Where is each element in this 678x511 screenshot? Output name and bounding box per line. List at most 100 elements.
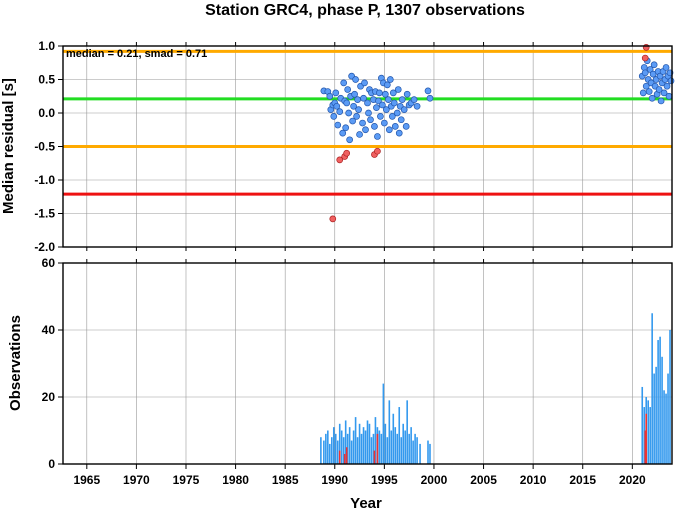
observation-bar — [362, 427, 365, 464]
residual-point — [336, 108, 344, 116]
observation-bar — [327, 430, 329, 464]
residual-point — [359, 119, 366, 127]
observation-bar — [419, 443, 421, 464]
residual-point — [388, 112, 396, 120]
residual-point — [381, 119, 388, 127]
residual-point — [371, 123, 378, 130]
residual-point — [640, 64, 648, 71]
residual-point — [385, 126, 393, 134]
y-tick-label: -0.5 — [34, 140, 55, 154]
observation-bar — [360, 433, 363, 464]
residual-point — [364, 99, 371, 107]
observation-bar — [329, 443, 331, 464]
residual-point — [383, 81, 391, 89]
outlier-point — [642, 43, 650, 51]
residual-point — [367, 116, 374, 124]
residual-point — [350, 102, 357, 110]
observation-bar — [348, 427, 351, 464]
observation-bar — [669, 330, 671, 464]
observation-bar — [657, 340, 659, 464]
residual-point — [342, 124, 350, 132]
residual-reference-lines — [63, 49, 672, 196]
observation-bar — [344, 420, 347, 464]
residual-point — [639, 89, 647, 97]
observation-bar — [386, 437, 389, 464]
observation-bar — [394, 427, 397, 464]
residual-point — [379, 101, 386, 109]
residual-point — [352, 76, 359, 83]
residual-point — [390, 99, 398, 107]
residual-point — [353, 112, 360, 120]
residual-point — [410, 96, 418, 103]
residual-point — [662, 64, 670, 71]
observation-bar — [364, 430, 367, 464]
residual-point — [389, 89, 397, 97]
observation-bar — [350, 440, 353, 464]
observation-bar — [323, 440, 325, 464]
residual-point — [657, 97, 665, 105]
outlier-bar — [338, 450, 341, 464]
residual-y-axis-label: Median residual [s] — [0, 78, 17, 214]
residual-point — [365, 109, 372, 117]
observation-bar — [356, 437, 359, 464]
x-tick-label: 1970 — [123, 473, 150, 487]
observation-bar — [416, 437, 418, 464]
y-tick-label: -1.0 — [34, 173, 55, 187]
observation-bar — [388, 400, 391, 464]
x-tick-label: 2005 — [470, 473, 497, 487]
residual-point — [361, 79, 368, 87]
residual-point — [424, 87, 432, 95]
x-tick-label: 2010 — [520, 473, 547, 487]
y-tick-label: 20 — [42, 390, 56, 404]
residual-point — [362, 126, 369, 134]
observation-bar — [380, 433, 383, 464]
residual-point — [339, 129, 347, 137]
x-tick-label: 1965 — [73, 473, 100, 487]
outlier-point — [336, 156, 344, 164]
residual-point — [374, 133, 381, 140]
residual-point — [665, 92, 673, 100]
observation-bar — [368, 423, 371, 464]
observations-x-ticks: 1965 1970 1975 1980 1985 1990 1995 2000 2005 2010… — [73, 464, 646, 487]
observation-bar — [404, 430, 406, 464]
residual-point — [655, 86, 663, 93]
observation-bar — [358, 423, 361, 464]
observation-bar — [427, 440, 429, 464]
residual-point — [650, 61, 658, 69]
observation-bar — [334, 433, 337, 464]
observation-bar — [643, 407, 646, 464]
residual-point — [386, 76, 394, 83]
y-tick-label: -1.5 — [34, 207, 55, 221]
residual-point — [646, 66, 654, 73]
observation-bar — [370, 437, 373, 464]
residual-points — [320, 43, 675, 223]
observation-bar — [659, 336, 661, 464]
outlier-point — [343, 149, 351, 157]
chart-title: Station GRC4, phase P, 1307 observations — [205, 2, 525, 19]
outlier-point — [329, 215, 337, 223]
observation-bar — [649, 407, 651, 464]
x-tick-label: 1990 — [321, 473, 348, 487]
residual-point — [382, 90, 389, 98]
y-tick-label: 0.5 — [38, 73, 55, 87]
residual-point — [332, 89, 340, 97]
outlier-bar — [345, 447, 348, 464]
residual-point — [344, 86, 352, 93]
residual-point — [391, 123, 399, 130]
observation-bar — [332, 427, 335, 464]
observation-bar — [402, 423, 405, 464]
y-tick-label: -2.0 — [34, 240, 55, 254]
observation-bar — [325, 433, 327, 464]
x-tick-label: 1985 — [272, 473, 299, 487]
y-tick-label: 40 — [42, 323, 56, 337]
y-tick-label: 0 — [48, 457, 55, 471]
y-tick-label: 0.0 — [38, 106, 55, 120]
residual-point — [382, 106, 390, 114]
observations-panel: 60 40 20 0 1965 1970 1975 1980 1985 1990 1995 2000… — [7, 256, 673, 511]
residual-point — [351, 90, 358, 98]
x-tick-label: 2000 — [421, 473, 448, 487]
residual-point — [395, 129, 403, 137]
outlier-point — [374, 147, 381, 155]
y-tick-label: 60 — [42, 256, 56, 270]
residual-point — [648, 94, 656, 102]
